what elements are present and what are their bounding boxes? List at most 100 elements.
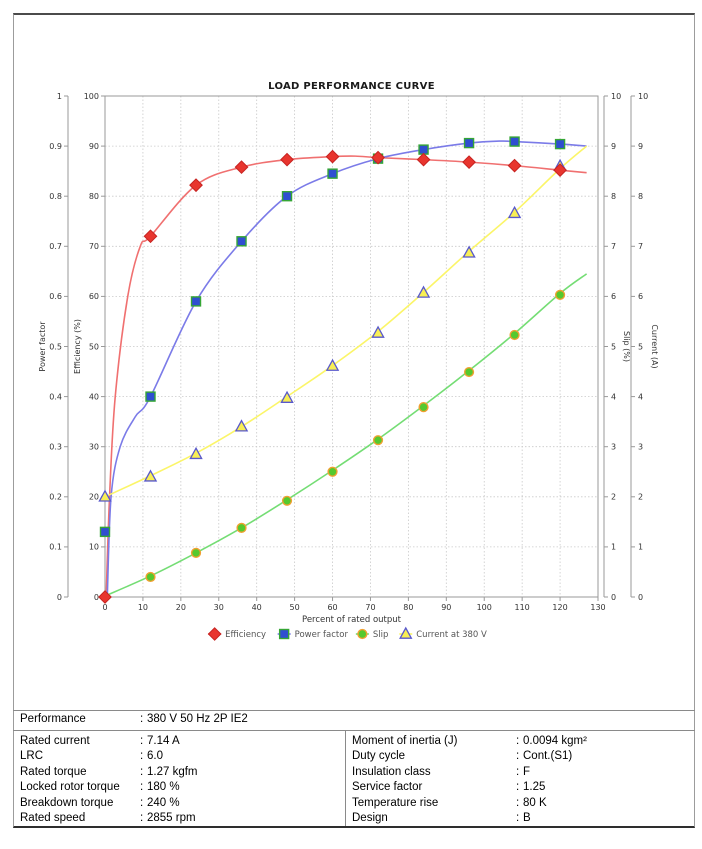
separator: :: [516, 735, 520, 747]
svg-text:100: 100: [477, 603, 492, 612]
spec-value: 1.27 kgfm: [147, 765, 198, 778]
svg-text:0: 0: [57, 593, 62, 602]
svg-text:0.5: 0.5: [49, 342, 62, 351]
svg-text:0: 0: [611, 593, 616, 602]
spec-row: LRC : 6.0: [20, 749, 340, 764]
separator: :: [516, 781, 520, 794]
separator: :: [516, 812, 520, 824]
svg-text:130: 130: [590, 603, 605, 612]
svg-text:0: 0: [638, 593, 643, 602]
svg-text:0: 0: [94, 593, 99, 602]
svg-text:60: 60: [327, 603, 337, 612]
svg-text:120: 120: [552, 603, 567, 612]
spec-label: Service factor: [352, 781, 423, 794]
svg-text:4: 4: [638, 392, 643, 401]
svg-text:0.9: 0.9: [49, 142, 62, 151]
performance-label: Performance: [20, 713, 86, 725]
gridlines: [105, 96, 598, 597]
spec-label: Insulation class: [352, 765, 431, 778]
spec-value: 0.0094 kgm²: [523, 735, 587, 747]
separator: :: [140, 765, 144, 778]
spec-row: Moment of inertia (J) : 0.0094 kgm²: [352, 734, 672, 749]
svg-text:70: 70: [89, 242, 99, 251]
svg-text:60: 60: [89, 292, 99, 301]
spec-label: Rated speed: [20, 812, 86, 824]
spec-value: Cont.(S1): [523, 750, 573, 763]
svg-text:10: 10: [611, 92, 621, 101]
separator: :: [140, 713, 144, 725]
svg-text:110: 110: [515, 603, 530, 612]
svg-text:3: 3: [638, 443, 643, 452]
table-divider: [13, 710, 695, 711]
efficiency-axis: 0 10 20 30 40 50 60 70 80 90 100 Efficiency (%): [73, 92, 106, 602]
spec-row: Rated current : 7.14 A: [20, 734, 340, 749]
svg-text:70: 70: [365, 603, 375, 612]
spec-label: Design: [352, 812, 388, 824]
current-axis: 0 1 2 3 4 5 6 7 8 9 10 Current (A): [630, 92, 659, 602]
spec-label: Duty cycle: [352, 750, 406, 763]
spec-row: Locked rotor torque : 180 %: [20, 780, 340, 795]
spec-label: Breakdown torque: [20, 796, 114, 809]
svg-text:Slip: Slip: [373, 630, 389, 640]
separator: :: [140, 796, 144, 809]
separator: :: [516, 765, 520, 778]
svg-text:Slip (%): Slip (%): [622, 331, 631, 362]
svg-text:0.7: 0.7: [49, 242, 62, 251]
svg-text:0.1: 0.1: [49, 543, 62, 552]
svg-text:9: 9: [638, 142, 643, 151]
series-line-efficiency: [105, 155, 587, 598]
svg-text:7: 7: [611, 242, 616, 251]
spec-value: 240 %: [147, 796, 180, 809]
spec-row: Rated torque : 1.27 kgfm: [20, 765, 340, 780]
svg-text:0.4: 0.4: [49, 392, 62, 401]
svg-text:10: 10: [89, 543, 99, 552]
x-axis-label: Percent of rated output: [302, 615, 402, 625]
spec-value: 7.14 A: [147, 735, 180, 747]
separator: :: [516, 750, 520, 763]
spec-label: Rated torque: [20, 765, 87, 778]
svg-text:30: 30: [89, 443, 99, 452]
series-line-slip: [104, 273, 588, 597]
svg-text:10: 10: [138, 603, 148, 612]
spec-value: 1.25: [523, 781, 546, 794]
slip-axis: 0 1 2 3 4 5 6 7 8 9 10 Slip (%): [603, 92, 631, 602]
svg-text:50: 50: [290, 603, 300, 612]
spec-value: 180 %: [147, 781, 180, 794]
svg-text:2: 2: [638, 493, 643, 502]
separator: :: [140, 735, 144, 747]
performance-value: 380 V 50 Hz 2P IE2: [147, 713, 248, 725]
spec-row: Temperature rise : 80 K: [352, 796, 672, 811]
performance-row: Performance : 380 V 50 Hz 2P IE2: [20, 712, 680, 727]
svg-text:40: 40: [89, 392, 99, 401]
svg-text:80: 80: [89, 192, 99, 201]
svg-text:0.8: 0.8: [49, 192, 62, 201]
spec-label: Moment of inertia (J): [352, 735, 458, 747]
spec-value: B: [523, 812, 531, 824]
table-column-divider: [345, 731, 346, 826]
svg-text:Power factor: Power factor: [295, 630, 349, 640]
svg-text:0: 0: [102, 603, 107, 612]
svg-text:90: 90: [441, 603, 451, 612]
spec-label: Rated current: [20, 735, 90, 747]
svg-text:80: 80: [403, 603, 413, 612]
svg-text:1: 1: [57, 92, 62, 101]
spec-row: Service factor : 1.25: [352, 780, 672, 795]
svg-text:3: 3: [611, 443, 616, 452]
svg-text:8: 8: [611, 192, 616, 201]
series-markers-slip: [145, 289, 566, 583]
spec-row: Rated speed : 2855 rpm: [20, 811, 340, 826]
svg-text:7: 7: [638, 242, 643, 251]
spec-label: LRC: [20, 750, 44, 763]
svg-text:Efficiency: Efficiency: [225, 630, 266, 640]
svg-text:100: 100: [84, 92, 99, 101]
svg-text:4: 4: [611, 392, 616, 401]
svg-text:90: 90: [89, 142, 99, 151]
spec-row: Duty cycle : Cont.(S1): [352, 749, 672, 764]
svg-text:0.3: 0.3: [49, 443, 62, 452]
svg-text:Efficiency (%): Efficiency (%): [73, 319, 82, 374]
table-divider: [13, 730, 695, 731]
series-markers-efficiency: [98, 149, 567, 604]
svg-text:Current (A): Current (A): [650, 324, 659, 368]
